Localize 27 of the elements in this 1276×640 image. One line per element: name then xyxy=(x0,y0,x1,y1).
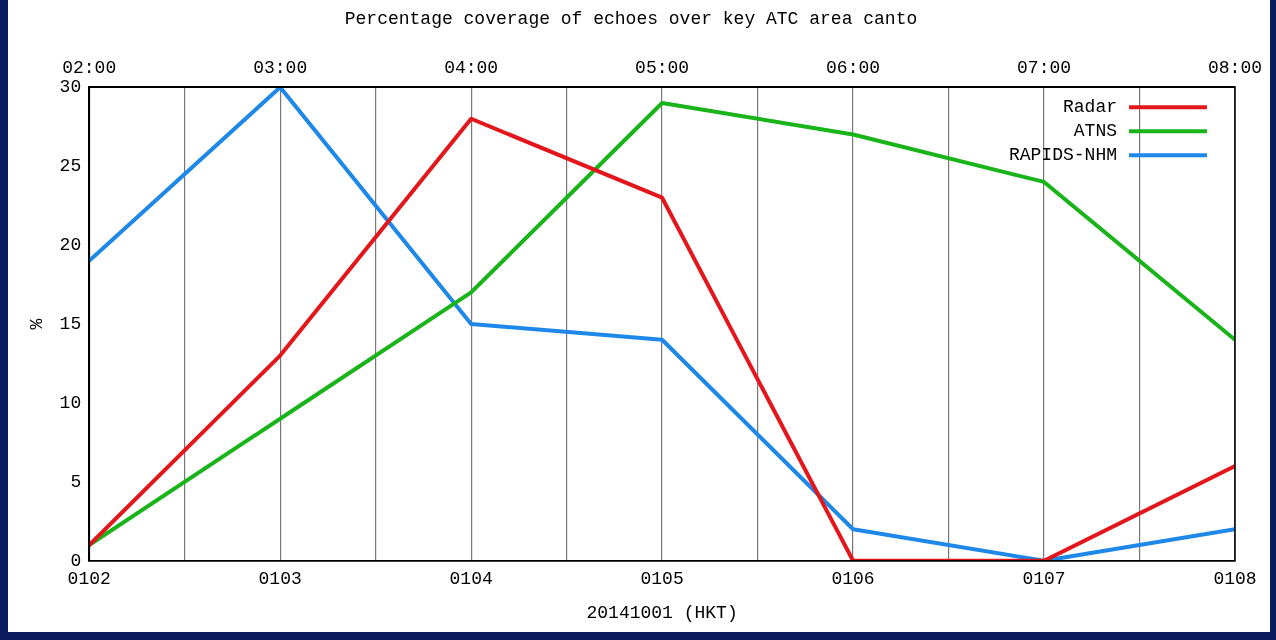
y-tick-label: 5 xyxy=(70,471,82,492)
x-tick-label: 0102 xyxy=(67,569,111,590)
y-axis-title: % xyxy=(26,318,47,330)
y-tick-label: 20 xyxy=(59,234,82,255)
x-tick-label: 0105 xyxy=(640,569,684,590)
x2-tick-label: 02:00 xyxy=(62,58,117,79)
x-axis-title: 20141001 (HKT) xyxy=(586,602,738,623)
y-tick-label: 10 xyxy=(59,392,82,413)
y-tick-label: 30 xyxy=(59,76,82,97)
x2-tick-label: 03:00 xyxy=(253,58,308,79)
legend-label: Radar xyxy=(1062,96,1117,117)
x-tick-label: 0106 xyxy=(831,569,875,590)
x-tick-label: 0107 xyxy=(1022,569,1066,590)
x2-tick-label: 06:00 xyxy=(826,58,881,79)
legend-label: ATNS xyxy=(1073,120,1117,141)
x-tick-label: 0108 xyxy=(1213,569,1257,590)
x-tick-label: 0103 xyxy=(258,569,302,590)
x-tick-label: 0104 xyxy=(449,569,493,590)
y-tick-label: 0 xyxy=(70,550,82,571)
y-tick-label: 25 xyxy=(59,155,82,176)
chart-title: Percentage coverage of echoes over key ATC area canto xyxy=(344,8,918,29)
x2-tick-label: 05:00 xyxy=(635,58,690,79)
x2-tick-label: 08:00 xyxy=(1207,58,1262,79)
legend-label: RAPIDS-NHM xyxy=(1008,144,1117,165)
x2-tick-label: 04:00 xyxy=(444,58,499,79)
x2-tick-label: 07:00 xyxy=(1017,58,1072,79)
y-tick-label: 15 xyxy=(59,313,82,334)
